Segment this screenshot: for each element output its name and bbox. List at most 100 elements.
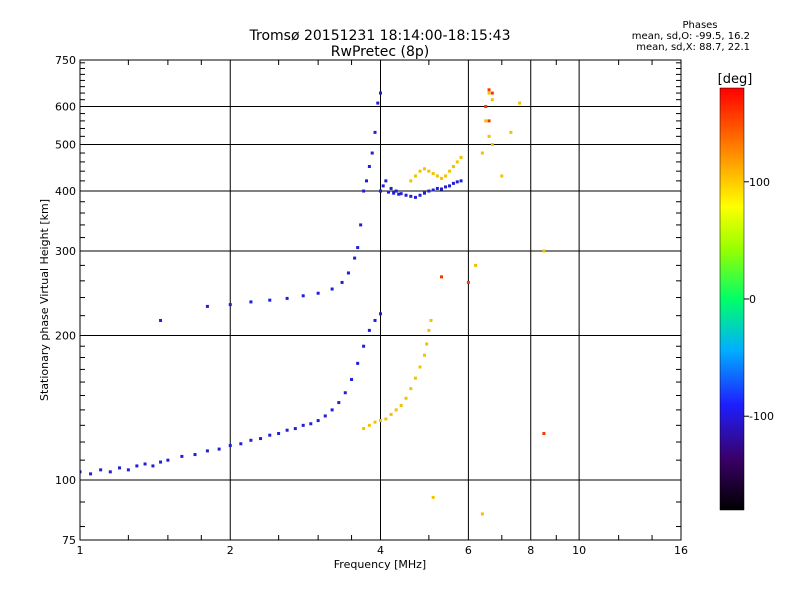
data-point: [239, 442, 243, 446]
data-point: [451, 164, 455, 168]
data-point: [409, 387, 413, 391]
data-point: [427, 169, 431, 173]
data-point: [440, 275, 444, 279]
data-point: [330, 408, 334, 412]
data-point: [89, 472, 93, 476]
data-point: [448, 169, 452, 173]
data-point: [277, 432, 281, 436]
data-point: [487, 91, 491, 95]
data-point: [217, 447, 221, 451]
data-point: [268, 433, 272, 437]
y-tick-label: 200: [55, 330, 76, 343]
legend-line-x: mean, sd,X: 88.7, 22.1: [636, 42, 750, 53]
data-point: [518, 101, 522, 105]
data-point: [228, 444, 232, 448]
data-point: [422, 167, 426, 171]
colorbar-tick-label: -100: [749, 410, 774, 423]
data-point: [389, 412, 393, 416]
minor-ticks: [80, 60, 681, 540]
data-point: [126, 468, 130, 472]
data-point: [435, 174, 439, 178]
data-point: [389, 186, 393, 190]
data-point: [399, 403, 403, 407]
data-point: [542, 249, 546, 253]
data-point: [205, 304, 209, 308]
data-point: [394, 189, 398, 193]
data-point: [166, 458, 170, 462]
data-point: [249, 300, 253, 304]
colorbar-label: [deg]: [718, 72, 753, 87]
data-point: [451, 181, 455, 185]
data-point: [409, 194, 413, 198]
data-point: [487, 88, 491, 92]
data-point: [356, 361, 360, 365]
data-point: [413, 174, 417, 178]
x-tick-labels: 1 2 4 6 8 10 16: [77, 544, 689, 557]
y-tick-label: 400: [55, 185, 76, 198]
data-point: [473, 263, 477, 267]
data-point: [309, 422, 313, 426]
data-point: [379, 312, 382, 316]
data-point: [484, 105, 488, 109]
data-point: [394, 408, 398, 412]
data-point: [285, 296, 289, 300]
data-point: [404, 396, 408, 400]
data-point: [356, 246, 360, 250]
data-point: [384, 179, 388, 183]
data-point: [350, 377, 354, 381]
data-point: [440, 187, 444, 191]
y-tick-label: 100: [55, 474, 76, 487]
data-point: [440, 176, 444, 180]
colorbar-ticks: 100 0 -100: [744, 176, 774, 423]
legend-line-o: mean, sd,O: -99.5, 16.2: [631, 31, 750, 42]
data-point: [435, 186, 439, 190]
data-point: [268, 298, 272, 302]
x-tick-label: 2: [227, 544, 234, 557]
data-point: [392, 191, 396, 195]
data-point: [316, 291, 320, 295]
data-point: [301, 294, 305, 298]
data-point: [362, 189, 366, 193]
data-point: [427, 328, 431, 332]
y-axis-label: Stationary phase Virtual Height [km]: [38, 199, 51, 401]
data-point: [353, 256, 357, 260]
data-point: [490, 143, 494, 147]
data-point: [386, 190, 390, 194]
data-point: [340, 280, 344, 284]
data-point: [373, 318, 377, 322]
data-point: [80, 470, 82, 474]
data-point: [301, 423, 305, 427]
data-point: [459, 179, 463, 183]
data-point: [316, 419, 320, 423]
data-point: [399, 192, 403, 196]
data-point: [118, 466, 122, 470]
data-point: [384, 417, 388, 421]
data-point: [379, 419, 382, 423]
data-point: [367, 423, 371, 427]
data-point: [151, 464, 155, 468]
data-point: [359, 223, 363, 227]
data-point: [397, 192, 401, 196]
x-tick-label: 10: [572, 544, 586, 557]
colorbar-tick-label: 100: [749, 176, 770, 189]
data-point: [249, 438, 253, 442]
data-point: [205, 449, 209, 453]
data-point: [422, 191, 426, 195]
data-point: [373, 420, 377, 424]
y-tick-label: 500: [55, 139, 76, 152]
data-point: [379, 189, 382, 193]
data-point: [431, 495, 435, 499]
data-point: [466, 280, 470, 284]
data-point: [413, 195, 417, 199]
data-point: [455, 160, 459, 164]
colorbar-tick-label: 0: [749, 293, 756, 306]
data-point: [367, 164, 371, 168]
data-point: [159, 318, 163, 322]
data-point: [376, 101, 380, 105]
data-point: [143, 462, 147, 466]
data-point: [285, 428, 289, 432]
colorbar: [719, 87, 745, 511]
x-tick-label: 16: [674, 544, 688, 557]
data-point: [500, 174, 504, 178]
